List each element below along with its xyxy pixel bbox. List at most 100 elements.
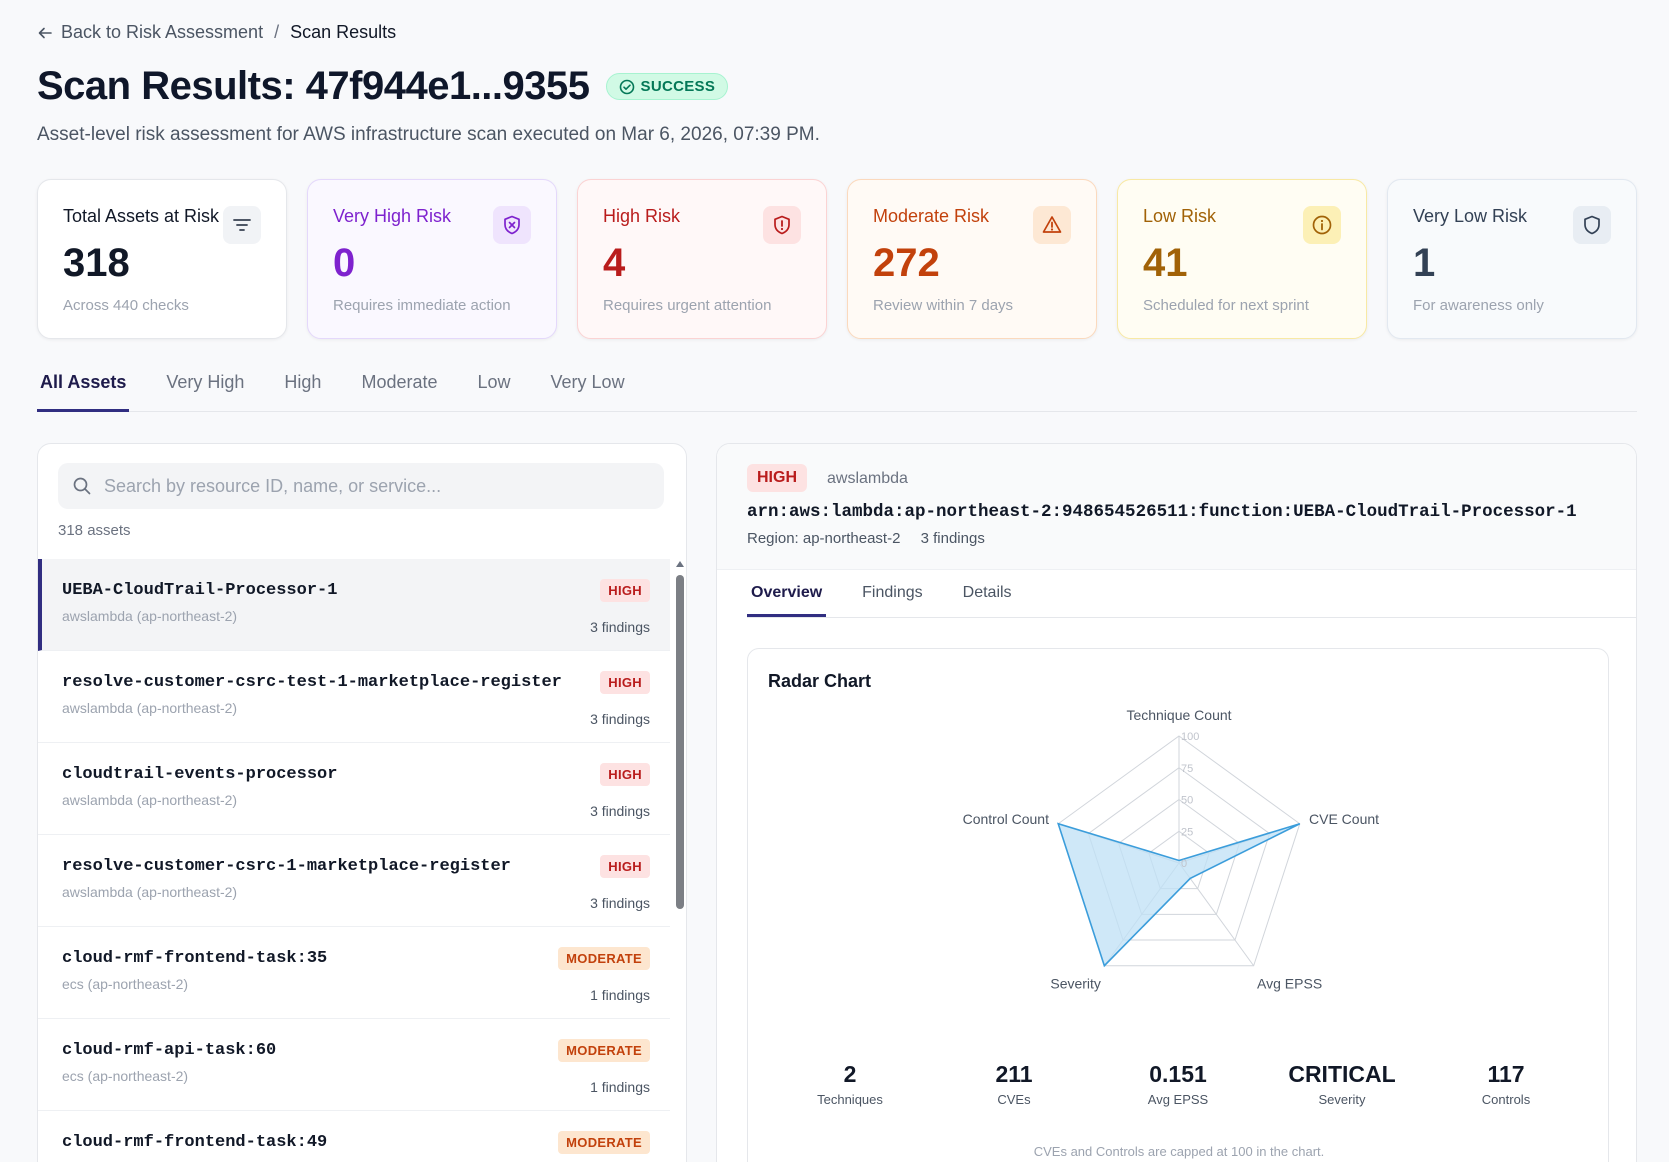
search-input[interactable] (104, 475, 624, 497)
card-total-assets[interactable]: Total Assets at Risk 318 Across 440 chec… (37, 179, 287, 339)
tab-very-high[interactable]: Very High (166, 372, 245, 392)
tab-overview[interactable]: Overview (747, 570, 827, 617)
chart-note: CVEs and Controls are capped at 100 in t… (1033, 1144, 1325, 1159)
card-note: Requires urgent attention (603, 297, 772, 314)
risk-badge: HIGH (600, 579, 650, 602)
radar-series-area (1056, 822, 1301, 968)
findings-count: 3 findings (590, 803, 650, 819)
asset-name: cloud-rmf-frontend-task:49 (62, 1133, 328, 1152)
list-item[interactable]: cloud-rmf-api-task:60 ecs (ap-northeast-… (38, 1019, 670, 1111)
scroll-up-arrow-icon[interactable] (676, 561, 684, 567)
asset-meta: awslambda (ap-northeast-2) (62, 608, 238, 624)
card-label: High Risk (603, 206, 681, 226)
asset-meta: awslambda (ap-northeast-2) (62, 884, 238, 900)
card-value: 4 (603, 241, 626, 285)
list-item[interactable]: resolve-customer-csrc-test-1-marketplace… (38, 651, 670, 743)
radar-chart: 0 25 50 75 100 Technique Count CVE Count Avg EP… (963, 707, 1380, 992)
scrollbar-thumb[interactable] (676, 575, 684, 909)
stat-label: Controls (1481, 1092, 1531, 1107)
card-low-risk[interactable]: Low Risk 41 Scheduled for next sprint (1117, 179, 1367, 339)
asset-meta: ecs (ap-northeast-2) (62, 1068, 189, 1084)
radar-grid-ring (1087, 767, 1271, 941)
findings-count: 1 findings (590, 1079, 650, 1095)
asset-name: cloud-rmf-api-task:60 (62, 1041, 277, 1060)
radar-grid-ring (1118, 798, 1240, 915)
radar-spoke (1178, 862, 1255, 967)
tab-high[interactable]: High (284, 372, 322, 392)
tab-low[interactable]: Low (477, 372, 511, 392)
asset-meta: awslambda (ap-northeast-2) (62, 700, 238, 716)
card-label: Very Low Risk (1413, 206, 1528, 226)
list-item[interactable]: UEBA-CloudTrail-Processor-1 awslambda (a… (38, 559, 670, 651)
back-link-label[interactable]: Back to Risk Assessment (61, 22, 264, 42)
asset-list-panel: 318 assets UEBA-CloudTrail-Processor-1 a… (37, 443, 687, 1162)
card-high-risk[interactable]: High Risk 4 Requires urgent attention (577, 179, 827, 339)
tab-very-low[interactable]: Very Low (550, 372, 625, 392)
card-note: Scheduled for next sprint (1143, 297, 1309, 314)
list-item[interactable]: cloud-rmf-frontend-task:49 MODERATE (38, 1111, 670, 1162)
risk-badge: HIGH (600, 855, 650, 878)
stat-value: 2 (843, 1061, 857, 1087)
stat-value: CRITICAL (1288, 1061, 1396, 1087)
detail-region: Region: ap-northeast-2 (747, 530, 901, 547)
filter-lines-icon (223, 206, 261, 244)
list-item[interactable]: cloudtrail-events-processor awslambda (a… (38, 743, 670, 835)
detail-service: awslambda (827, 470, 908, 487)
stat-value: 117 (1487, 1061, 1525, 1087)
detail-findings-count: 3 findings (920, 530, 985, 547)
findings-count: 3 findings (590, 711, 650, 727)
stat-value: 211 (995, 1061, 1033, 1087)
stat-cves: 211 CVEs (932, 1061, 1096, 1107)
radar-grid-ring (1057, 735, 1301, 967)
tab-details[interactable]: Details (962, 584, 1012, 601)
tab-all-assets[interactable]: All Assets (37, 366, 130, 412)
title-row: Scan Results: 47f944e1...9355 SUCCESS (37, 64, 729, 109)
shield-x-icon (493, 206, 531, 244)
detail-header: HIGH awslambda arn:aws:lambda:ap-northea… (717, 444, 1636, 570)
back-link[interactable]: Back to Risk Assessment (37, 22, 263, 43)
shield-icon (1573, 206, 1611, 244)
search-box[interactable] (58, 463, 664, 509)
risk-badge: MODERATE (558, 1131, 650, 1154)
card-note: For awareness only (1413, 297, 1544, 314)
card-label: Low Risk (1143, 206, 1217, 226)
status-label: SUCCESS (640, 78, 716, 95)
arrow-left-icon (38, 27, 52, 38)
list-item[interactable]: resolve-customer-csrc-1-marketplace-regi… (38, 835, 670, 927)
radar-tick-label: 0 (1181, 858, 1187, 870)
card-value: 41 (1143, 241, 1188, 285)
list-scrollbar[interactable] (674, 561, 686, 1162)
chart-title: Radar Chart (768, 671, 872, 691)
asset-count: 318 assets (58, 522, 131, 539)
radar-tick-label: 25 (1181, 826, 1193, 838)
card-note: Requires immediate action (333, 297, 511, 314)
asset-name: resolve-customer-csrc-test-1-marketplace… (62, 673, 562, 692)
page-title: Scan Results: 47f944e1...9355 (37, 64, 590, 108)
stat-controls: 117 Controls (1424, 1061, 1588, 1107)
asset-detail-panel: HIGH awslambda arn:aws:lambda:ap-northea… (716, 443, 1637, 1162)
search-icon (73, 477, 91, 495)
findings-count: 3 findings (590, 895, 650, 911)
asset-name: UEBA-CloudTrail-Processor-1 (62, 581, 338, 600)
risk-badge: HIGH (600, 671, 650, 694)
stat-value: 0.151 (1149, 1061, 1207, 1087)
radar-axis-label: Severity (1050, 976, 1101, 992)
card-very-low-risk[interactable]: Very Low Risk 1 For awareness only (1387, 179, 1637, 339)
breadcrumb: Back to Risk Assessment / Scan Results (37, 22, 396, 43)
stat-label: Severity (1318, 1092, 1366, 1107)
radar-tick-label: 50 (1181, 795, 1193, 807)
radar-tick-label: 100 (1181, 731, 1199, 743)
list-item[interactable]: cloud-rmf-frontend-task:35 ecs (ap-north… (38, 927, 670, 1019)
asset-name: resolve-customer-csrc-1-marketplace-regi… (62, 857, 511, 876)
card-moderate-risk[interactable]: Moderate Risk 272 Review within 7 days (847, 179, 1097, 339)
card-very-high-risk[interactable]: Very High Risk 0 Requires immediate acti… (307, 179, 557, 339)
status-badge: SUCCESS (605, 73, 729, 100)
radar-axis-label: Avg EPSS (1257, 976, 1322, 992)
tab-findings[interactable]: Findings (862, 584, 923, 601)
card-value: 318 (63, 241, 130, 285)
detail-meta: Region: ap-northeast-2 3 findings (747, 530, 985, 547)
asset-meta: ecs (ap-northeast-2) (62, 976, 189, 992)
tab-moderate[interactable]: Moderate (361, 372, 438, 392)
shield-alert-icon (763, 206, 801, 244)
risk-summary-cards: Total Assets at Risk 318 Across 440 chec… (37, 179, 1637, 339)
